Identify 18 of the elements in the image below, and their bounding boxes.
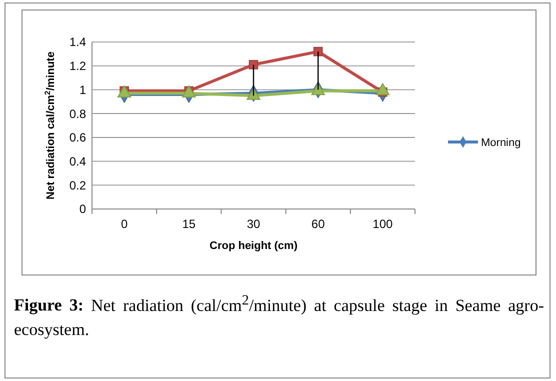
point [248,60,258,70]
y-tick-label: 0.4 [69,154,86,168]
x-tick-label: 30 [246,217,260,231]
y-tick-label: 0.6 [69,130,86,145]
legend-label: Morning [481,136,521,149]
y-tick-label: 1 [79,82,86,97]
point [313,46,323,56]
x-tick-label: 60 [311,217,326,231]
x-tick-label: 15 [182,217,196,231]
y-tick-label: 1.2 [69,59,86,74]
x-tick-label: 100 [372,217,394,231]
y-tick-label: 0 [79,202,86,216]
text: Figure 3: Net radiation (cal/cm$^{2}$/minute) at capsule stage in Seame agro-ecosystem. [14,292,544,339]
y-tick-label: 0.2 [69,178,86,192]
y-tick-label: 0.8 [69,106,86,121]
y-tick-label: 1.4 [69,35,86,50]
x-axis-title: Crop height (cm) [210,240,298,252]
x-tick-label: 0 [120,217,128,231]
